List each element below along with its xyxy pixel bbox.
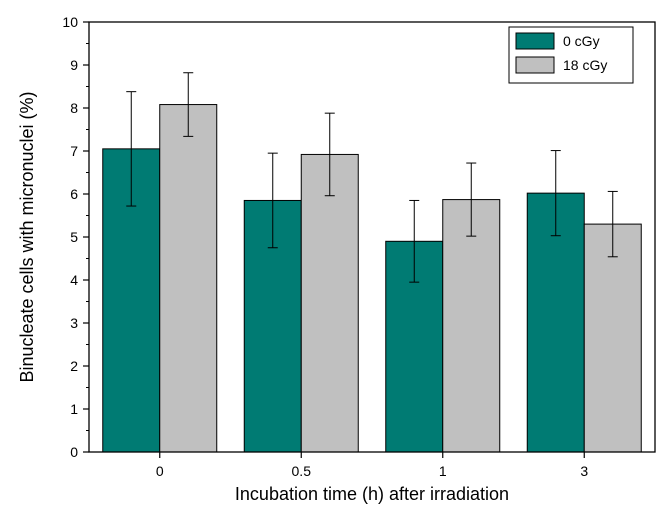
y-tick-label-2: 2 xyxy=(70,358,78,374)
y-tick-label-1: 1 xyxy=(70,401,78,417)
legend: 0 cGy 18 cGy xyxy=(508,26,634,84)
legend-swatch-0-cgy xyxy=(515,32,555,50)
x-tick-label-0: 0 xyxy=(156,463,164,479)
x-tick-label-1: 0.5 xyxy=(292,463,312,479)
y-tick-label-4: 4 xyxy=(70,272,78,288)
y-axis-title: Binucleate cells with micronuclei (%) xyxy=(17,91,37,382)
error-bar-0-cgy-1 xyxy=(267,152,278,249)
bar-0-cgy-3 xyxy=(526,192,585,453)
error-bar-18-cgy-1 xyxy=(324,112,335,197)
x-tick-label-3: 3 xyxy=(580,463,588,479)
legend-swatch-18-cgy xyxy=(515,56,555,74)
x-axis: 0 0.5 1 3 xyxy=(156,452,588,479)
bar-18-cgy-2 xyxy=(442,199,501,453)
x-tick-label-2: 1 xyxy=(439,463,447,479)
x-axis-title: Incubation time (h) after irradiation xyxy=(235,484,509,504)
error-bars-layer xyxy=(126,72,618,283)
y-tick-label-10: 10 xyxy=(62,14,78,30)
y-tick-label-7: 7 xyxy=(70,143,78,159)
error-bar-0-cgy-2 xyxy=(409,199,420,283)
legend-label-0-cgy: 0 cGy xyxy=(563,33,600,49)
bar-18-cgy-1 xyxy=(300,153,359,453)
bars-layer xyxy=(102,104,642,453)
error-bar-18-cgy-0 xyxy=(183,72,194,137)
error-bar-0-cgy-3 xyxy=(550,150,561,237)
y-tick-label-9: 9 xyxy=(70,57,78,73)
y-tick-label-3: 3 xyxy=(70,315,78,331)
error-bar-0-cgy-0 xyxy=(126,91,137,207)
y-tick-label-6: 6 xyxy=(70,186,78,202)
y-tick-label-8: 8 xyxy=(70,100,78,116)
y-tick-label-0: 0 xyxy=(70,444,78,460)
bar-18-cgy-0 xyxy=(159,104,218,453)
error-bar-18-cgy-2 xyxy=(466,162,477,237)
y-tick-label-5: 5 xyxy=(70,229,78,245)
y-axis: 0 1 2 3 4 5 6 7 8 9 10 xyxy=(62,14,89,460)
bar-18-cgy-3 xyxy=(583,223,642,453)
error-bar-18-cgy-3 xyxy=(607,190,618,258)
legend-label-18-cgy: 18 cGy xyxy=(563,57,607,73)
